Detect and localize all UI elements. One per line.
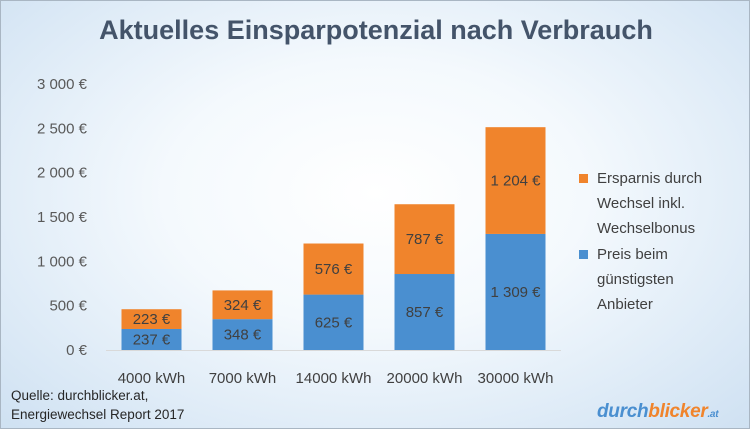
legend-label: Anbieter xyxy=(597,296,653,313)
bar-segment xyxy=(212,290,273,320)
bars: 237 € 223 € 348 € 324 € 625 € 576 € 857 € 787 €… xyxy=(121,127,546,350)
bar-segment xyxy=(303,243,364,295)
bar-segment xyxy=(394,204,455,275)
bar-segment xyxy=(394,274,455,350)
legend-label: Preis beim xyxy=(597,246,668,263)
source-line-2: Energiewechsel Report 2017 xyxy=(11,407,185,422)
x-tick-label: 30000 kWh xyxy=(478,370,554,387)
x-tick-label: 7000 kWh xyxy=(209,370,277,387)
legend: Ersparnis durch Wechsel inkl. Wechselbonus… xyxy=(579,170,702,313)
bar-segment xyxy=(485,233,546,350)
x-tick-label: 20000 kWh xyxy=(387,370,463,387)
legend-label: Ersparnis durch xyxy=(597,170,702,187)
legend-label: Wechselbonus xyxy=(597,220,695,237)
data-label: 625 € xyxy=(315,314,353,331)
bar-segment xyxy=(485,127,546,234)
y-tick-label: 0 € xyxy=(66,342,88,359)
y-tick-label: 1 000 € xyxy=(37,253,88,270)
data-label: 1 204 € xyxy=(490,173,541,190)
logo-tld: .at xyxy=(707,409,719,420)
y-tick-label: 3 000 € xyxy=(37,76,88,93)
y-tick-label: 500 € xyxy=(49,298,87,315)
logo-part-2: blicker xyxy=(648,401,708,422)
data-label: 223 € xyxy=(133,311,171,328)
data-label: 576 € xyxy=(315,261,353,278)
chart-title: Aktuelles Einsparpotenzial nach Verbrauc… xyxy=(99,15,653,45)
data-label: 1 309 € xyxy=(490,284,541,301)
source-note: Quelle: durchblicker.at, Energiewechsel … xyxy=(11,386,184,424)
data-label: 237 € xyxy=(133,331,171,348)
logo-part-1: durch xyxy=(597,401,649,422)
x-axis: 4000 kWh 7000 kWh 14000 kWh 20000 kWh 30000 … xyxy=(106,350,561,387)
bar-segment xyxy=(212,319,273,350)
legend-swatch xyxy=(579,250,588,259)
source-line-1: Quelle: durchblicker.at, xyxy=(11,388,149,403)
y-tick-label: 1 500 € xyxy=(37,209,88,226)
durchblicker-logo: durchblicker.at xyxy=(597,401,719,423)
y-tick-label: 2 000 € xyxy=(37,165,88,182)
data-label: 787 € xyxy=(406,231,444,248)
data-label: 324 € xyxy=(224,297,262,314)
bar-segment xyxy=(121,328,182,350)
y-axis: 0 € 500 € 1 000 € 1 500 € 2 000 € 2 500 € 3 00… xyxy=(37,76,88,359)
legend-label: günstigsten xyxy=(597,271,674,288)
legend-swatch xyxy=(579,174,588,183)
y-tick-label: 2 500 € xyxy=(37,120,88,137)
data-label: 857 € xyxy=(406,304,444,321)
x-tick-label: 4000 kWh xyxy=(118,370,186,387)
bar-segment xyxy=(303,294,364,350)
x-tick-label: 14000 kWh xyxy=(296,370,372,387)
bar-segment xyxy=(121,309,182,329)
data-label: 348 € xyxy=(224,327,262,344)
legend-label: Wechsel inkl. xyxy=(597,195,685,212)
